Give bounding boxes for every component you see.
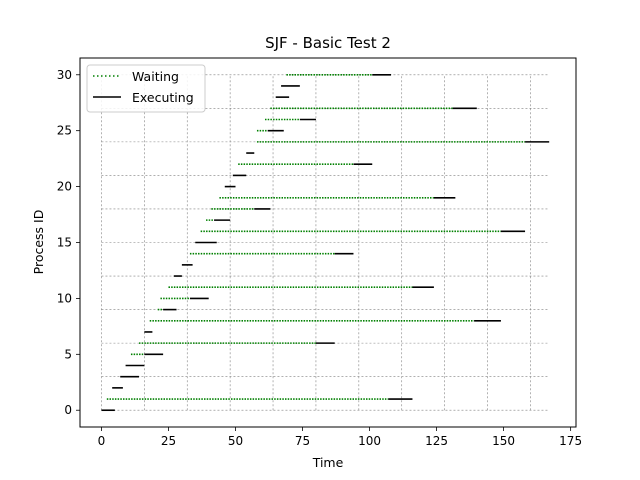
y-tick-label: 10	[57, 291, 72, 305]
x-axis-ticks: 0 25 50 75 100 125 150 175	[98, 427, 582, 448]
x-tick-label: 75	[295, 434, 310, 448]
x-tick-label: 125	[425, 434, 448, 448]
x-tick-label: 25	[161, 434, 176, 448]
y-tick-label: 0	[64, 403, 72, 417]
y-tick-label: 25	[57, 124, 72, 138]
y-tick-label: 5	[64, 347, 72, 361]
x-tick-label: 175	[559, 434, 582, 448]
y-axis-label: Process ID	[31, 210, 46, 275]
y-tick-label: 20	[57, 180, 72, 194]
x-tick-label: 0	[98, 434, 106, 448]
y-tick-label: 30	[57, 68, 72, 82]
legend-executing-label: Executing	[132, 90, 194, 105]
y-tick-label: 15	[57, 236, 72, 250]
x-axis-label: Time	[312, 455, 344, 470]
legend-waiting-label: Waiting	[132, 69, 179, 84]
x-tick-label: 50	[228, 434, 243, 448]
legend-box	[86, 64, 206, 113]
x-tick-label: 150	[492, 434, 515, 448]
chart-title: SJF - Basic Test 2	[265, 34, 391, 52]
process-bars	[101, 73, 550, 412]
legend: Waiting Executing	[86, 64, 206, 113]
y-axis-ticks: 0 5 10 15 20 25 30	[57, 68, 80, 417]
x-tick-label: 100	[358, 434, 381, 448]
